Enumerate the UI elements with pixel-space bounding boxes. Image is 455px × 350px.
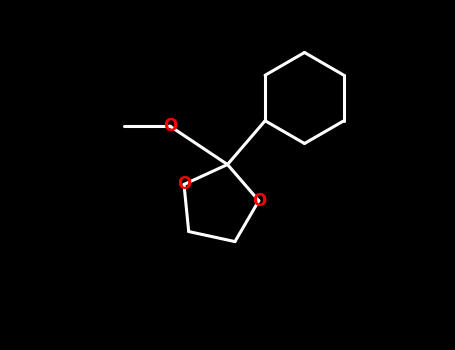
Text: O: O — [177, 175, 191, 194]
Text: O: O — [162, 117, 177, 135]
Text: O: O — [252, 192, 266, 210]
